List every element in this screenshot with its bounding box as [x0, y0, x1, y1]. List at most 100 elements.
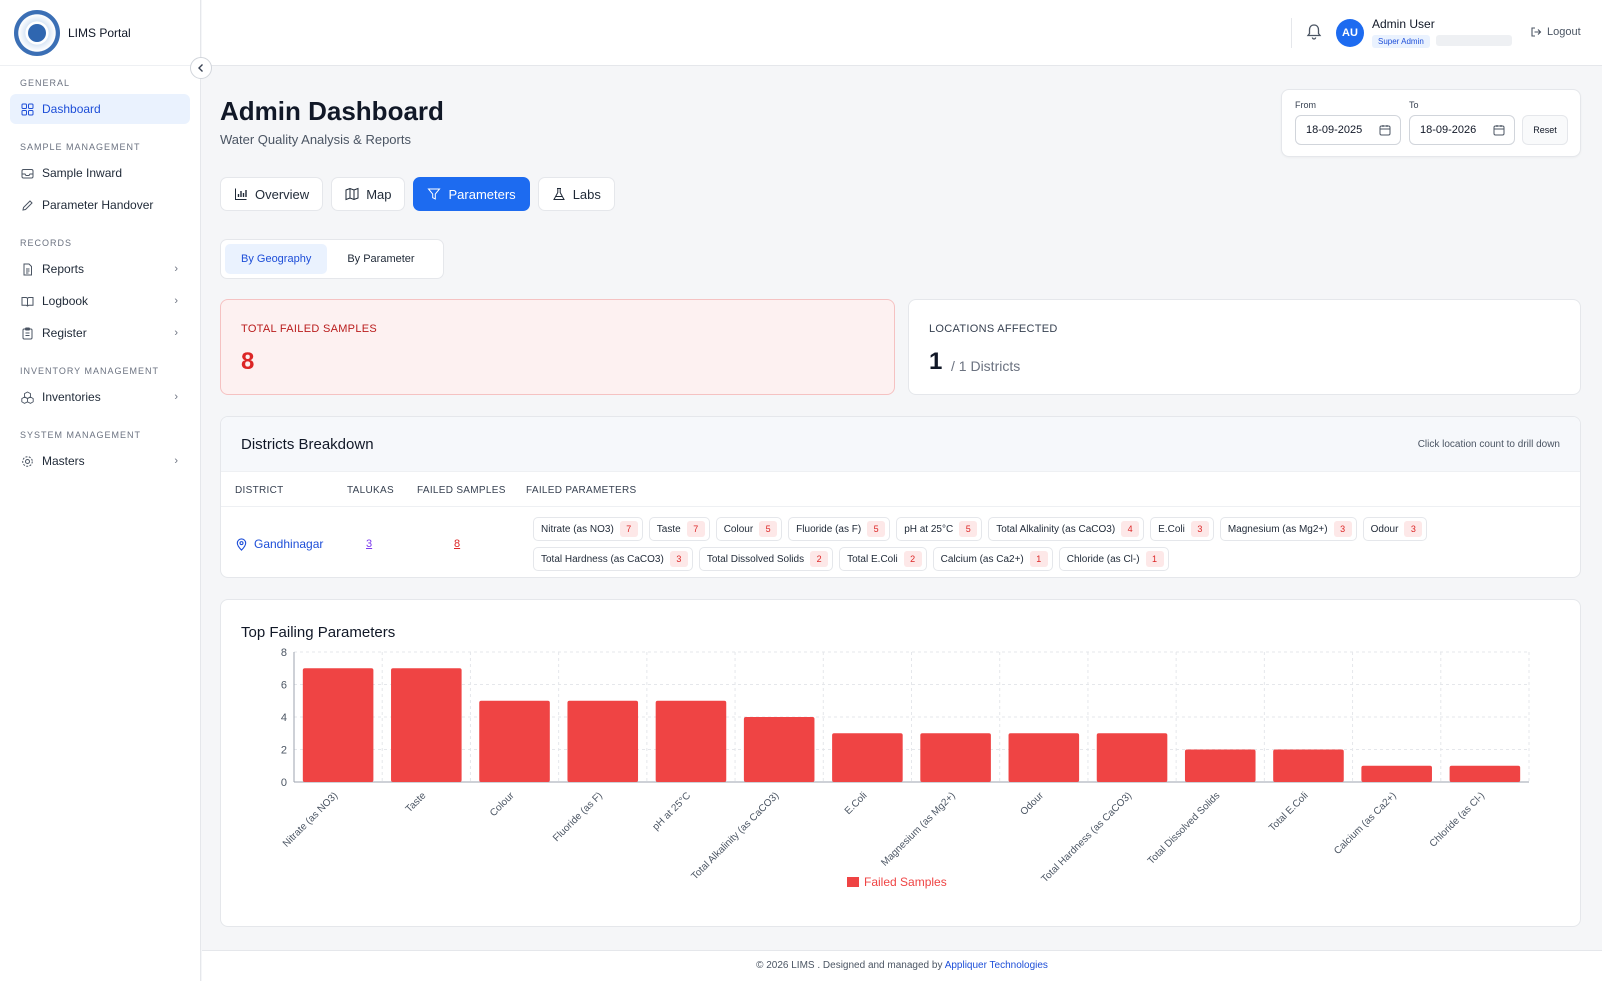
filter-icon: [427, 187, 442, 201]
parameter-name: pH at 25°C: [904, 523, 954, 535]
parameter-chip: Colour 5: [715, 517, 783, 541]
parameter-count: 1: [1145, 551, 1164, 567]
chevron-left-icon: [198, 64, 203, 72]
tab-overview[interactable]: Overview: [220, 177, 324, 211]
table-row: Gandhinagar 3 8 Nitrate (as NO3) 7 Taste 7 C…: [221, 507, 1580, 577]
parameter-count: 3: [1404, 521, 1423, 537]
tab-label: Parameters: [448, 186, 516, 202]
dashboard-tabs: Overview Map Parameters Labs: [220, 177, 615, 211]
sidebar-item-parameter-handover[interactable]: Parameter Handover: [10, 190, 190, 220]
parameter-chip: Total E.Coli 2: [839, 547, 927, 571]
locations-affected-suffix: / 1 Districts: [951, 358, 1021, 374]
parameter-name: Taste: [656, 523, 681, 535]
header-divider: [1291, 18, 1292, 48]
nav-section-title: GENERAL: [20, 78, 71, 88]
parameter-count: 7: [619, 521, 638, 537]
failed-samples-count-link[interactable]: 8: [454, 538, 461, 550]
locations-affected-value: 1: [929, 348, 943, 375]
bar-nitrate-as-no3: [302, 668, 374, 782]
top-failing-parameters-card: Top Failing Parameters 0 2 4 6 8 Nitrate (as …: [220, 599, 1581, 927]
top-bar: AU Admin User Super Admin Logout: [202, 0, 1602, 66]
districts-title: Districts Breakdown: [241, 436, 374, 453]
subtab-by-geography[interactable]: By Geography: [225, 244, 328, 274]
sidebar-item-sample-inward[interactable]: Sample Inward: [10, 158, 190, 188]
sidebar-item-inventories[interactable]: Inventories ›: [10, 382, 190, 412]
avatar[interactable]: AU: [1336, 19, 1364, 47]
nav-section-general: GENERAL Dashboard: [0, 66, 200, 124]
bar-e-coli: [832, 733, 903, 782]
map-icon: [345, 187, 359, 201]
clipboard-icon: [20, 326, 34, 340]
talukas-count-link[interactable]: 3: [366, 538, 373, 550]
failed-samples-title: TOTAL FAILED SAMPLES: [241, 323, 378, 335]
sidebar-item-logbook[interactable]: Logbook ›: [10, 286, 190, 316]
collapse-sidebar-button[interactable]: [190, 57, 212, 79]
logout-button[interactable]: Logout: [1530, 26, 1581, 38]
sidebar-item-reports[interactable]: Reports ›: [10, 254, 190, 284]
parameter-chip: Odour 3: [1362, 517, 1428, 541]
logout-label: Logout: [1547, 26, 1581, 38]
sidebar-item-masters[interactable]: Masters ›: [10, 446, 190, 476]
legend-label: Failed Samples: [864, 875, 947, 889]
parameter-chip: Fluoride (as F) 5: [788, 517, 891, 541]
parameter-count: 5: [959, 521, 978, 537]
x-tick-label: Total Dissolved Solids: [1146, 790, 1223, 867]
reset-button[interactable]: Reset: [1522, 115, 1568, 145]
view-toggle: By Geography By Parameter: [220, 239, 444, 279]
x-tick-label: Total Hardness (as CaCO3): [1040, 790, 1135, 885]
sidebar-item-label: Sample Inward: [42, 166, 123, 180]
nav-section-title: INVENTORY MANAGEMENT: [20, 366, 160, 376]
to-date-input[interactable]: 18-09-2026: [1409, 115, 1515, 145]
nav-section-inventory-management: INVENTORY MANAGEMENT Inventories ›: [0, 350, 200, 412]
from-date-input[interactable]: 18-09-2025: [1295, 115, 1401, 145]
sidebar-item-label: Inventories: [42, 390, 101, 404]
bar-chloride-as-cl: [1449, 765, 1521, 782]
parameter-chip: Nitrate (as NO3) 7: [533, 517, 643, 541]
y-tick-label: 4: [281, 712, 287, 724]
column-header-failed-samples: FAILED SAMPLES: [417, 485, 506, 496]
legend-swatch: [847, 877, 859, 887]
tab-map[interactable]: Map: [331, 177, 406, 211]
parameter-name: E.Coli: [1158, 523, 1185, 535]
locations-affected-card: LOCATIONS AFFECTED 1 / 1 Districts: [908, 299, 1581, 395]
parameter-name: Total Hardness (as CaCO3): [541, 553, 664, 565]
sidebar-item-dashboard[interactable]: Dashboard: [10, 94, 190, 124]
bell-icon[interactable]: [1304, 22, 1324, 42]
parameter-chip: Total Hardness (as CaCO3) 3: [533, 547, 693, 571]
chevron-right-icon: ›: [174, 455, 178, 467]
column-header-failed-parameters: FAILED PARAMETERS: [526, 485, 637, 496]
parameter-name: Fluoride (as F): [796, 523, 862, 535]
subtab-by-parameter[interactable]: By Parameter: [347, 253, 415, 265]
sidebar-item-register[interactable]: Register ›: [10, 318, 190, 348]
chevron-right-icon: ›: [174, 327, 178, 339]
pen-icon: [20, 198, 34, 212]
tab-parameters[interactable]: Parameters: [413, 177, 530, 211]
bar-total-e-coli: [1273, 749, 1344, 782]
parameter-name: Total E.Coli: [847, 553, 898, 565]
user-detail-placeholder: [1436, 35, 1512, 46]
bar-chart: 0 2 4 6 8 Nitrate (as NO3) Taste Colour Fluoride…: [281, 647, 1530, 889]
parameter-chip: pH at 25°C 5: [896, 517, 983, 541]
parameter-name: Calcium (as Ca2+): [940, 553, 1024, 565]
parameter-name: Nitrate (as NO3): [541, 523, 614, 535]
tab-labs[interactable]: Labs: [537, 177, 615, 211]
user-name: Admin User: [1372, 17, 1435, 31]
table-header: DISTRICT TALUKAS FAILED SAMPLES FAILED P…: [221, 472, 1580, 507]
parameter-chip: Total Dissolved Solids 2: [698, 547, 834, 571]
brand[interactable]: LIMS Portal: [0, 0, 200, 66]
sidebar-item-label: Dashboard: [42, 102, 101, 116]
parameter-chip: Calcium (as Ca2+) 1: [932, 547, 1053, 571]
tab-label: Overview: [255, 186, 310, 202]
sidebar-item-label: Logbook: [42, 294, 89, 308]
district-link[interactable]: Gandhinagar: [235, 537, 323, 551]
footer-company-link[interactable]: Appliquer Technologies: [944, 960, 1048, 971]
footer-text: © 2026 LIMS . Designed and managed by: [756, 960, 943, 971]
bar-ph-at-25-c: [655, 700, 727, 782]
y-tick-label: 6: [281, 680, 287, 692]
calendar-icon: [1493, 125, 1505, 136]
app-name: LIMS Portal: [68, 25, 131, 40]
x-tick-label: Odour: [1019, 790, 1047, 818]
x-tick-label: Calcium (as Ca2+): [1332, 790, 1399, 857]
bar-chart-icon: [234, 187, 248, 201]
column-header-talukas: TALUKAS: [347, 485, 394, 496]
